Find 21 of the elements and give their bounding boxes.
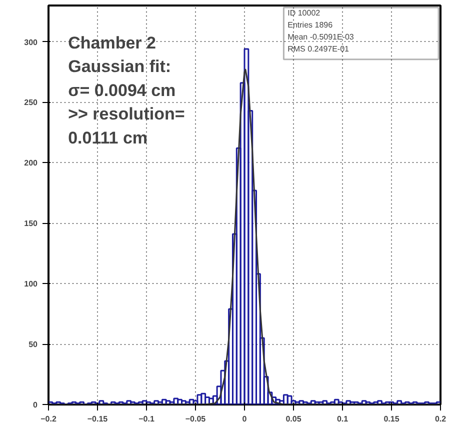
x-tick-label: 0.05 (286, 414, 302, 424)
y-tick-label: 300 (24, 38, 38, 47)
x-tick-label: −0.1 (138, 414, 155, 424)
y-tick-label: 200 (24, 158, 38, 168)
y-tick-label: 50 (28, 340, 38, 350)
x-tick-label: 0 (242, 414, 248, 424)
y-tick-label: 100 (24, 280, 38, 289)
y-tick-label: 0 (33, 400, 38, 410)
annotation: Mean -0.5091E-03 (288, 32, 354, 42)
y-tick-label: 150 (24, 219, 38, 228)
x-tick-label: −0.2 (40, 414, 57, 424)
x-tick-label: 0.15 (384, 414, 400, 424)
annotation: Entries 1896 (288, 20, 334, 30)
annotation: RMS 0.2497E-01 (288, 44, 350, 54)
x-tick-label: −0.15 (87, 414, 108, 424)
x-tick-label: 0.1 (336, 414, 349, 424)
x-tick-label: 0.2 (434, 414, 447, 424)
x-tick-label: −0.05 (185, 414, 206, 424)
annotation: Chamber 2 Gaussian fit: σ= 0.0094 cm >> resolution= 0.0111 cm (68, 33, 185, 148)
y-tick-label: 250 (24, 98, 38, 108)
annotation: ID 10002 (288, 8, 321, 18)
